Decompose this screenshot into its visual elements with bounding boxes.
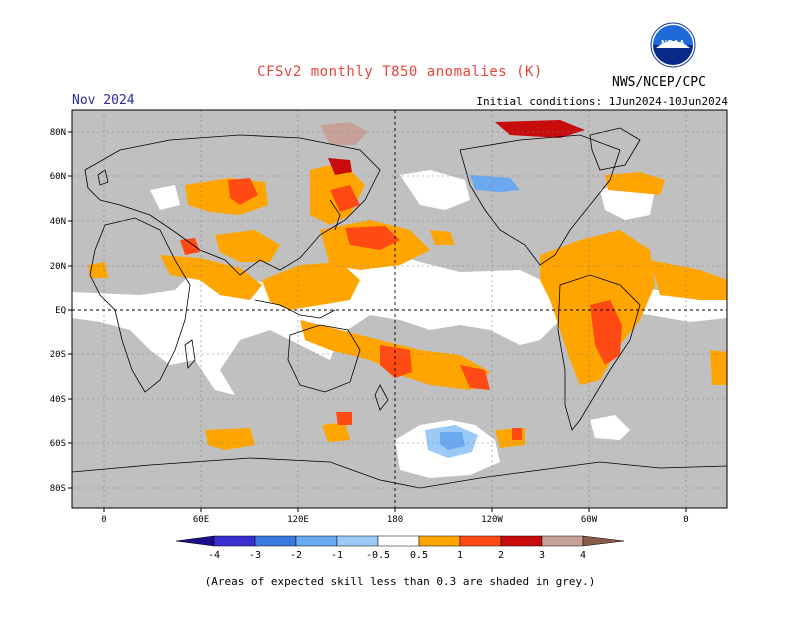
antarctic-white: [590, 415, 630, 440]
forecast-month: Nov 2024: [72, 93, 135, 108]
namerica-coast: [459, 134, 621, 266]
graticule: [72, 110, 727, 508]
colorbar-label: 2: [498, 550, 504, 561]
coastlines: [72, 127, 727, 489]
siberia-darkred: [328, 158, 352, 175]
uk-coast: [97, 169, 109, 186]
lon-label: 0: [101, 515, 106, 525]
colorbar-swatch: [500, 535, 543, 547]
lat-label: 20N: [50, 262, 66, 272]
japan-coast: [329, 199, 341, 231]
footnote: (Areas of expected skill less than 0.3 a…: [204, 575, 596, 588]
lon-label: 120E: [287, 515, 309, 525]
colorbar-swatch: [459, 535, 502, 547]
lat-label: 80S: [50, 484, 66, 494]
africa-white: [150, 185, 180, 210]
asia-red: [228, 178, 258, 205]
indo-orange: [160, 255, 262, 300]
colorbar-swatch: [213, 535, 256, 547]
map-frame: [71, 109, 728, 509]
natl-orange: [605, 172, 665, 195]
colorbar-swatch: [541, 535, 584, 547]
latitude-labels: 80N 60N 40N 20N EQ 20S 40S 60S 80S: [50, 128, 66, 494]
colorbar-label: -1: [331, 550, 343, 561]
asia-orange-2: [215, 230, 280, 262]
noaa-logo-text: NOAA: [661, 39, 685, 48]
nw-pacific-white: [400, 170, 470, 210]
lat-label: 40N: [50, 217, 66, 227]
lon-label: 0: [683, 515, 688, 525]
sa-orange: [710, 350, 727, 385]
colorbar-swatch: [295, 535, 338, 547]
eurasia-coast: [84, 134, 381, 276]
colorbar-label: -3: [249, 550, 261, 561]
colorbar-swatch: [418, 535, 461, 547]
sam-red: [590, 300, 622, 365]
nz-coast: [374, 384, 389, 411]
npac-blue: [470, 175, 520, 192]
so-blue: [440, 432, 465, 450]
colorbar-label: 0.5: [410, 550, 428, 561]
madagascar-coast: [184, 339, 196, 369]
samerica-coast: [557, 274, 641, 431]
anomaly-darkred-layer: [328, 120, 585, 175]
arctic-darkred: [495, 120, 585, 138]
africa-coast: [89, 217, 191, 393]
colorbar-label: 3: [539, 550, 545, 561]
lon-label: 120W: [481, 515, 503, 525]
arctic-orange: [310, 165, 340, 185]
jp-red: [330, 185, 360, 212]
map-title: CFSv2 monthly T850 anomalies (K): [257, 64, 543, 80]
organization-label: NWS/NCEP/CPC: [612, 75, 706, 90]
colorbar-label: -4: [208, 550, 220, 561]
greenland-coast: [589, 127, 641, 171]
lon-label: 180: [387, 515, 403, 525]
colorbar-labels: -4 -3 -2 -1 -0.5 0.5 1 2 3 4: [208, 550, 586, 561]
so-orange-1: [205, 428, 255, 450]
sp-red: [380, 345, 412, 378]
equator-dateline: [72, 110, 727, 508]
lat-label: 60S: [50, 439, 66, 449]
lat-label: 60N: [50, 172, 66, 182]
colorbar-swatch: [254, 535, 297, 547]
antarctica-coast: [72, 457, 727, 489]
colorbar-label: -0.5: [366, 550, 390, 561]
colorbar: [175, 535, 625, 547]
china-red: [180, 238, 200, 255]
lat-label: 80N: [50, 128, 66, 138]
australia-coast: [287, 324, 361, 393]
maritime-orange: [262, 262, 360, 310]
colorbar-swatch: [377, 535, 420, 547]
colorbar-label: 4: [580, 550, 586, 561]
sp-red-2: [460, 365, 490, 390]
colorbar-swatch: [336, 535, 379, 547]
catlantic-orange: [650, 260, 727, 300]
colorbar-label: -2: [290, 550, 302, 561]
colorbar-swatch: [175, 535, 215, 547]
neam-orange: [430, 230, 455, 245]
colorbar-label: 1: [457, 550, 463, 561]
so-orange-2: [322, 422, 350, 442]
indonesia-coast: [254, 299, 336, 319]
lat-label: 20S: [50, 350, 66, 360]
arctic-brown: [320, 122, 368, 145]
lon-label: 60E: [193, 515, 209, 525]
initial-conditions: Initial conditions: 1Jun2024-10Jun2024: [476, 95, 728, 108]
lon-label: 60W: [581, 515, 598, 525]
tick-marks: [68, 131, 687, 512]
noaa-logo: NOAA: [650, 22, 696, 68]
colorbar-swatch: [582, 535, 625, 547]
so-red: [336, 412, 352, 425]
lat-label: 40S: [50, 395, 66, 405]
lat-label: EQ: [55, 306, 66, 316]
longitude-labels: 0 60E 120E 180 120W 60W 0: [101, 515, 688, 525]
so-red-2: [512, 428, 522, 440]
anomaly-red-layer: [180, 178, 622, 440]
map-fill-layer: [72, 110, 727, 508]
np-red: [345, 226, 400, 250]
